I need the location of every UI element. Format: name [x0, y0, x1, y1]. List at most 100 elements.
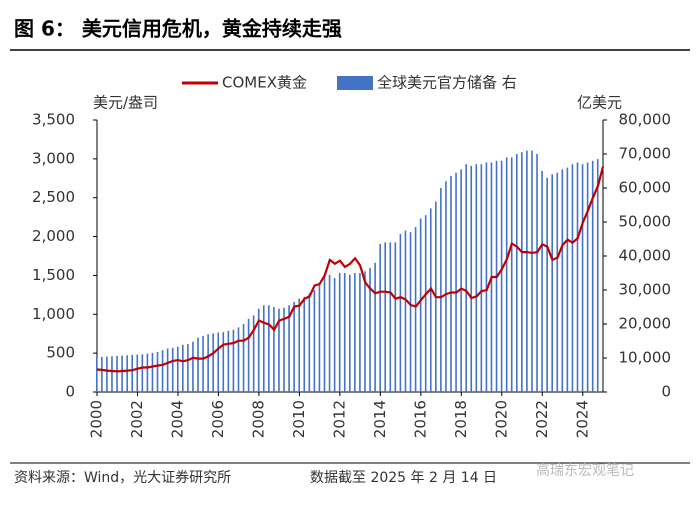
bar [424, 215, 427, 392]
bar [278, 308, 280, 392]
bar [465, 164, 467, 392]
bar [121, 355, 123, 392]
x-tick-label: 2022 [533, 400, 551, 438]
bar [288, 305, 290, 392]
bar [551, 174, 553, 392]
y-tick-label: 500 [46, 344, 75, 362]
bar [151, 352, 154, 392]
y-label: 美元/盎司 [93, 94, 158, 112]
bar [187, 344, 189, 392]
bar [268, 305, 270, 392]
bar [460, 169, 462, 392]
bar [207, 334, 209, 392]
bar [475, 164, 478, 392]
y2-label: 亿美元 [577, 94, 622, 112]
x-tick-label: 2006 [209, 400, 227, 438]
title: 图 6： 美元信用危机，黄金持续走强 [14, 17, 342, 41]
bar [273, 307, 275, 392]
y2-tick-label: 80,000 [619, 111, 672, 129]
bar [171, 347, 174, 392]
y2-tick-label: 20,000 [619, 315, 672, 333]
bar [126, 355, 128, 392]
bar [419, 218, 422, 392]
bar [303, 296, 306, 392]
bar [136, 354, 139, 392]
bar [394, 242, 397, 392]
bar [333, 278, 336, 392]
bar [227, 330, 230, 392]
bar [541, 171, 543, 392]
bar [404, 230, 407, 392]
x-tick-label: 2002 [128, 400, 146, 438]
bar [131, 354, 134, 392]
bar [141, 354, 144, 392]
bar [293, 301, 295, 392]
legend-label: COMEX黄金 [222, 74, 307, 92]
y2-tick-label: 40,000 [619, 247, 672, 265]
date: 数据截至 2025 年 2 月 14 日 [310, 470, 497, 486]
bar [450, 176, 452, 392]
bar [500, 160, 503, 392]
bar [161, 350, 164, 392]
bar [399, 233, 402, 392]
bar [379, 244, 381, 392]
bar [192, 341, 194, 392]
bar [106, 356, 108, 392]
source: 资料来源：Wind，光大证券研究所 [14, 470, 231, 486]
y-tick-label: 0 [65, 383, 75, 401]
x-tick-label: 2020 [492, 400, 510, 438]
bar [212, 333, 214, 392]
bar [556, 172, 559, 392]
bar [531, 150, 533, 392]
x-tick-label: 2000 [88, 400, 106, 438]
bar [480, 164, 483, 392]
bar [521, 152, 523, 392]
bar [338, 273, 341, 392]
bar [536, 154, 538, 392]
bar [596, 159, 599, 392]
bar [445, 181, 447, 392]
bar [262, 305, 265, 392]
y2-tick-label: 30,000 [619, 281, 672, 299]
line [96, 166, 605, 373]
legend-label: 全球美元官方储备 右 [377, 74, 517, 92]
bar [455, 172, 457, 392]
bar [146, 353, 149, 392]
bar [349, 274, 351, 392]
bar [440, 188, 442, 392]
bar [197, 337, 199, 392]
bar [318, 283, 321, 392]
bar [369, 267, 371, 392]
watermark: 高瑞东宏观笔记 [536, 462, 634, 479]
y2-tick-label: 0 [661, 383, 671, 401]
y-tick-label: 1,000 [32, 305, 75, 323]
bar [581, 164, 584, 392]
x-tick-label: 2014 [371, 400, 389, 438]
bar [343, 273, 346, 392]
bar [202, 335, 204, 392]
bar [515, 154, 518, 392]
bar [308, 293, 311, 392]
bar [470, 165, 473, 392]
y2-tick-label: 60,000 [619, 179, 672, 197]
bar [576, 162, 579, 392]
y-tick-label: 3,500 [32, 111, 75, 129]
bar [566, 167, 569, 392]
bar [384, 242, 387, 392]
bar [510, 157, 513, 392]
bar [354, 273, 356, 392]
bar [374, 262, 376, 392]
bar [252, 315, 255, 392]
bar [485, 162, 488, 392]
x-tick-label: 2018 [452, 400, 470, 438]
bar [561, 169, 564, 392]
bar [247, 318, 250, 392]
bar [359, 273, 361, 392]
bar [323, 276, 326, 392]
bar [156, 351, 159, 392]
bar [222, 332, 225, 392]
y-tick-label: 3,000 [32, 149, 75, 167]
legend-swatch [336, 76, 373, 90]
y-tick-label: 1,500 [32, 266, 75, 284]
